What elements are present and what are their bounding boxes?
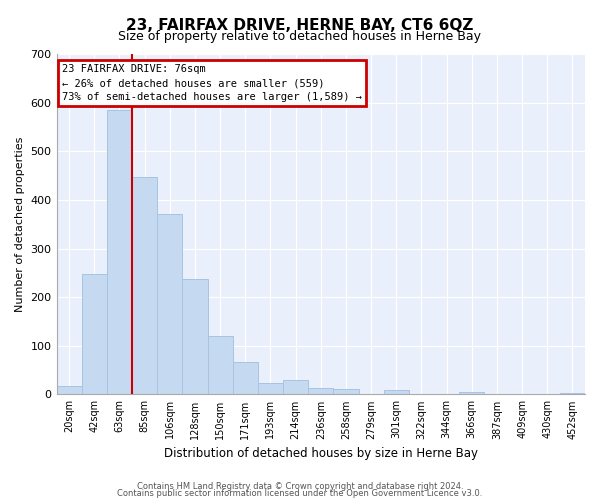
Y-axis label: Number of detached properties: Number of detached properties (15, 136, 25, 312)
Bar (182, 278, 208, 394)
Bar (258, 383, 283, 394)
Text: Contains public sector information licensed under the Open Government Licence v3: Contains public sector information licen… (118, 490, 482, 498)
Text: Contains HM Land Registry data © Crown copyright and database right 2024.: Contains HM Land Registry data © Crown c… (137, 482, 463, 491)
Text: 23, FAIRFAX DRIVE, HERNE BAY, CT6 6QZ: 23, FAIRFAX DRIVE, HERNE BAY, CT6 6QZ (127, 18, 473, 32)
Bar (233, 362, 258, 394)
Text: 23 FAIRFAX DRIVE: 76sqm
← 26% of detached houses are smaller (559)
73% of semi-d: 23 FAIRFAX DRIVE: 76sqm ← 26% of detache… (62, 64, 362, 102)
Bar (132, 176, 157, 394)
Bar (82, 274, 107, 394)
Text: Size of property relative to detached houses in Herne Bay: Size of property relative to detached ho… (119, 30, 482, 43)
X-axis label: Distribution of detached houses by size in Herne Bay: Distribution of detached houses by size … (164, 447, 478, 460)
Bar (283, 380, 308, 394)
Bar (459, 392, 484, 394)
Bar (157, 214, 182, 394)
Bar (383, 390, 409, 394)
Bar (107, 110, 132, 395)
Bar (308, 388, 334, 394)
Bar (208, 336, 233, 394)
Bar (56, 386, 82, 394)
Bar (334, 389, 359, 394)
